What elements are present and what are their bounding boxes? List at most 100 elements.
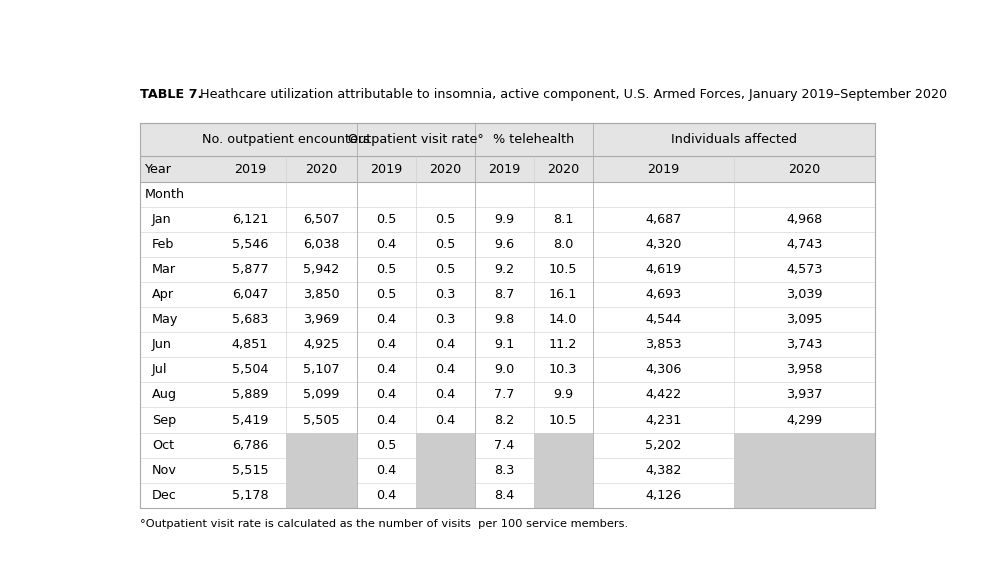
Text: 8.4: 8.4	[494, 489, 514, 501]
Text: 5,683: 5,683	[231, 313, 268, 327]
Text: Sep: Sep	[152, 414, 176, 426]
Text: 5,178: 5,178	[231, 489, 268, 501]
Text: 5,107: 5,107	[304, 363, 340, 376]
Text: 4,851: 4,851	[231, 338, 268, 352]
Text: 6,786: 6,786	[231, 439, 268, 451]
Text: 0.5: 0.5	[377, 439, 397, 451]
Text: 5,515: 5,515	[231, 464, 268, 476]
Text: 8.1: 8.1	[553, 213, 574, 226]
Text: Aug: Aug	[152, 389, 177, 401]
Text: 0.4: 0.4	[377, 238, 397, 251]
Text: 0.4: 0.4	[377, 338, 397, 352]
Text: 4,687: 4,687	[645, 213, 681, 226]
Bar	[416, 458, 475, 483]
Text: % telehealth: % telehealth	[494, 133, 575, 146]
Text: Mar: Mar	[152, 263, 176, 276]
Text: 3,850: 3,850	[304, 288, 340, 301]
Text: 0.4: 0.4	[435, 389, 456, 401]
Text: Apr: Apr	[152, 288, 174, 301]
Text: 0.5: 0.5	[377, 263, 397, 276]
Text: 2019: 2019	[488, 163, 520, 175]
Text: Feb: Feb	[152, 238, 174, 251]
Bar	[140, 156, 874, 182]
Text: 4,743: 4,743	[786, 238, 823, 251]
Text: 6,507: 6,507	[304, 213, 340, 226]
Text: 5,202: 5,202	[645, 439, 681, 451]
Text: 6,038: 6,038	[304, 238, 340, 251]
Text: 8.3: 8.3	[494, 464, 514, 476]
Text: 4,544: 4,544	[645, 313, 681, 327]
Text: 5,099: 5,099	[304, 389, 340, 401]
Text: 16.1: 16.1	[549, 288, 578, 301]
Text: 2020: 2020	[429, 163, 462, 175]
Text: 3,969: 3,969	[304, 313, 339, 327]
Text: 8.0: 8.0	[553, 238, 574, 251]
Text: 9.2: 9.2	[494, 263, 514, 276]
Bar	[286, 483, 357, 508]
Text: 4,619: 4,619	[645, 263, 681, 276]
Text: 4,306: 4,306	[645, 363, 681, 376]
Text: 9.0: 9.0	[494, 363, 514, 376]
Text: 0.4: 0.4	[435, 338, 456, 352]
Bar	[416, 483, 475, 508]
Text: 3,039: 3,039	[786, 288, 823, 301]
Bar	[416, 432, 475, 458]
Text: 10.5: 10.5	[549, 414, 578, 426]
Text: 0.5: 0.5	[435, 238, 456, 251]
Bar	[734, 458, 874, 483]
Text: 9.9: 9.9	[553, 389, 574, 401]
Text: Year: Year	[144, 163, 171, 175]
Text: 2020: 2020	[547, 163, 580, 175]
Bar	[534, 483, 592, 508]
Text: 3,853: 3,853	[645, 338, 681, 352]
Text: Jul: Jul	[152, 363, 167, 376]
Text: 4,231: 4,231	[645, 414, 681, 426]
Text: 10.3: 10.3	[549, 363, 578, 376]
Text: 9.6: 9.6	[494, 238, 514, 251]
Text: Jun: Jun	[152, 338, 172, 352]
Text: 3,095: 3,095	[786, 313, 823, 327]
Text: 9.8: 9.8	[494, 313, 514, 327]
Bar	[734, 483, 874, 508]
Text: 9.9: 9.9	[494, 213, 514, 226]
Text: Outpatient visit rate°: Outpatient visit rate°	[348, 133, 484, 146]
Text: 2020: 2020	[788, 163, 821, 175]
Text: 4,925: 4,925	[304, 338, 339, 352]
Text: 5,942: 5,942	[304, 263, 339, 276]
Text: 0.5: 0.5	[435, 263, 456, 276]
Text: 10.5: 10.5	[549, 263, 578, 276]
Text: 5,546: 5,546	[231, 238, 268, 251]
Text: 4,299: 4,299	[786, 414, 822, 426]
Text: 2020: 2020	[306, 163, 337, 175]
Text: 0.3: 0.3	[435, 288, 456, 301]
Text: 7.7: 7.7	[494, 389, 514, 401]
Text: 5,504: 5,504	[231, 363, 268, 376]
Text: 0.4: 0.4	[435, 363, 456, 376]
Text: 2019: 2019	[371, 163, 403, 175]
Text: 7.4: 7.4	[494, 439, 514, 451]
Text: 0.4: 0.4	[435, 414, 456, 426]
Text: Heathcare utilization attributable to insomnia, active component, U.S. Armed For: Heathcare utilization attributable to in…	[197, 88, 947, 101]
Text: 6,047: 6,047	[231, 288, 268, 301]
Text: 4,573: 4,573	[786, 263, 823, 276]
Bar	[286, 458, 357, 483]
Text: 5,419: 5,419	[231, 414, 268, 426]
Text: 4,422: 4,422	[645, 389, 681, 401]
Text: °Outpatient visit rate is calculated as the number of visits  per 100 service me: °Outpatient visit rate is calculated as …	[140, 519, 629, 529]
Text: Nov: Nov	[152, 464, 177, 476]
Bar	[534, 432, 592, 458]
Text: 0.4: 0.4	[377, 414, 397, 426]
Text: 5,889: 5,889	[231, 389, 268, 401]
Text: 8.7: 8.7	[494, 288, 514, 301]
Text: 0.4: 0.4	[377, 313, 397, 327]
Bar	[140, 123, 874, 508]
Text: 5,505: 5,505	[304, 414, 340, 426]
Text: Oct: Oct	[152, 439, 174, 451]
Text: 0.4: 0.4	[377, 363, 397, 376]
Text: 0.5: 0.5	[435, 213, 456, 226]
Bar	[140, 123, 874, 156]
Text: TABLE 7.: TABLE 7.	[140, 88, 203, 101]
Text: 0.4: 0.4	[377, 464, 397, 476]
Text: No. outpatient encounters: No. outpatient encounters	[202, 133, 370, 146]
Text: 3,743: 3,743	[786, 338, 823, 352]
